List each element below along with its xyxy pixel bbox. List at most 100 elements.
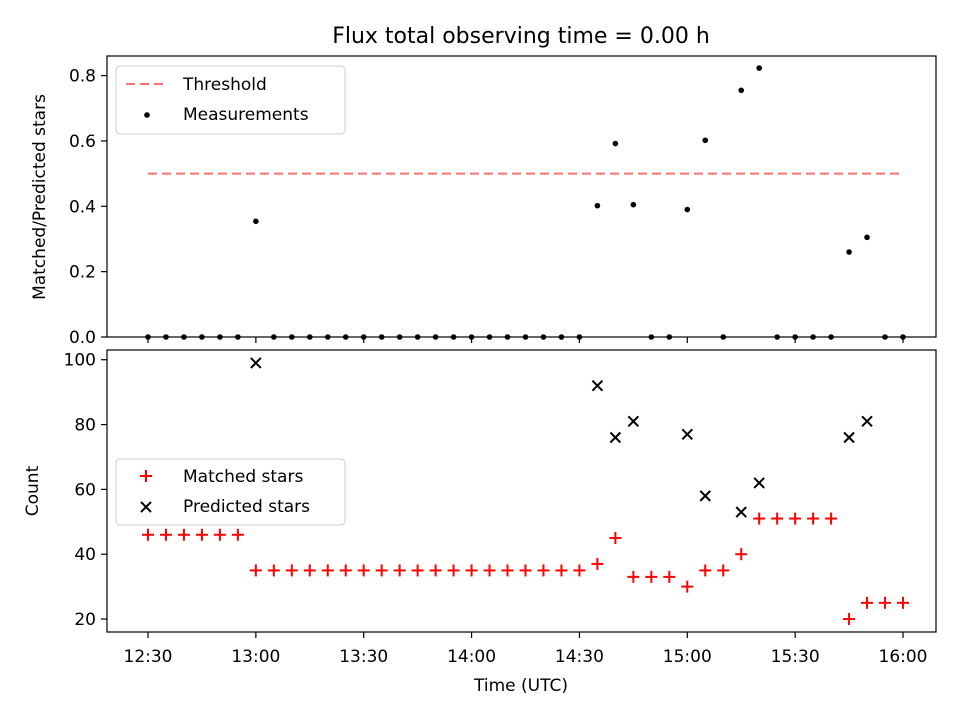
matched-stars-point	[843, 613, 856, 626]
matched-stars-point	[591, 557, 604, 570]
count-y-tick-label: 80	[74, 416, 96, 436]
matched-stars-point	[177, 528, 190, 541]
ratio-axes-frame	[106, 55, 937, 338]
matched-stars-point	[375, 564, 388, 577]
chart-title: Flux total observing time = 0.00 h	[332, 24, 710, 49]
predicted-stars-point	[250, 357, 262, 369]
matched-stars-point	[285, 564, 298, 577]
count-axes-frame	[106, 349, 937, 633]
matched-stars-point	[142, 528, 154, 541]
matched-stars-point	[555, 564, 568, 577]
matched-stars-point	[213, 528, 226, 541]
predicted-stars-point	[699, 490, 711, 502]
measurement-point	[253, 218, 259, 225]
legend-threshold-label: Threshold	[182, 75, 267, 95]
matched-stars-point	[735, 548, 748, 561]
legend-matched-label: Matched stars	[183, 467, 303, 487]
predicted-stars-point	[753, 477, 765, 489]
ratio-legend: Threshold Measurements	[115, 65, 346, 135]
predicted-stars-point	[681, 428, 693, 440]
count-legend: Matched stars Predicted stars	[115, 458, 346, 526]
ratio-y-axis-label: Matched/Predicted stars	[30, 94, 50, 300]
matched-stars-point	[771, 512, 784, 525]
count-y-tick-label: 60	[74, 480, 96, 500]
x-axis-label: Time (UTC)	[473, 676, 568, 696]
count-x-tick-label: 14:30	[555, 647, 604, 667]
measurement-point	[756, 65, 762, 71]
matched-stars-point	[789, 512, 802, 525]
legend-predicted-swatch	[140, 501, 152, 513]
matched-stars-point	[717, 564, 730, 577]
matched-stars-point	[861, 596, 874, 609]
count-x-tick-label: 13:00	[231, 647, 280, 667]
matched-stars-point	[321, 564, 334, 577]
matched-stars-point	[249, 564, 262, 577]
ratio-y-tick-label: 0.0	[69, 328, 96, 348]
matched-stars-point	[699, 564, 712, 577]
ratio-x-ticks	[147, 337, 904, 343]
matched-stars-point	[339, 564, 352, 577]
count-x-tick-label: 14:00	[447, 647, 496, 667]
matched-stars-point	[267, 564, 280, 577]
count-y-tick-label: 20	[74, 610, 96, 630]
count-x-tick-label: 12:30	[124, 647, 173, 667]
count-markers	[142, 357, 909, 626]
matched-stars-point	[573, 564, 586, 577]
matched-stars-point	[357, 564, 370, 577]
measurement-point	[612, 140, 619, 147]
measurement-point	[864, 234, 870, 241]
count-panel: 20 40 60 80 100 12:30 13:00 13:30 14:00 14:30 15:…	[23, 349, 937, 696]
legend-measurements-swatch	[144, 112, 150, 118]
matched-stars-point	[393, 564, 406, 577]
predicted-stars-point	[609, 431, 622, 444]
matched-stars-point	[807, 512, 820, 525]
ratio-y-ticks: 0.0 0.2 0.4 0.6 0.8	[69, 67, 107, 348]
count-y-tick-label: 40	[74, 545, 96, 565]
matched-stars-point	[411, 564, 424, 577]
matched-stars-point	[663, 570, 676, 583]
ratio-y-tick-label: 0.6	[69, 132, 96, 152]
count-y-axis-label: Count	[23, 465, 43, 516]
matched-stars-point	[537, 564, 550, 577]
count-x-tick-label: 16:00	[879, 647, 928, 667]
legend-measurements-label: Measurements	[183, 105, 309, 125]
ratio-y-tick-label: 0.2	[69, 263, 96, 283]
legend-matched-swatch	[140, 470, 152, 482]
matched-stars-point	[231, 528, 244, 541]
ratio-y-tick-label: 0.8	[69, 67, 96, 87]
matched-stars-point	[429, 564, 442, 577]
matched-stars-point	[609, 532, 622, 544]
matched-stars-point	[681, 580, 694, 593]
matched-stars-point	[303, 564, 316, 577]
legend-predicted-label: Predicted stars	[183, 497, 310, 517]
measurement-point	[684, 206, 691, 213]
matched-stars-point	[897, 596, 909, 609]
ratio-legend-box	[115, 65, 346, 135]
matched-stars-point	[483, 564, 496, 577]
count-y-ticks: 20 40 60 80 100	[64, 351, 107, 630]
matched-stars-point	[447, 564, 460, 577]
measurement-point	[594, 202, 601, 209]
predicted-stars-point	[735, 506, 747, 518]
matched-stars-point	[627, 570, 640, 583]
matched-stars-point	[645, 570, 658, 583]
predicted-stars-point	[843, 431, 855, 444]
matched-stars-point	[519, 564, 532, 577]
matched-stars-point	[825, 512, 838, 525]
measurement-point	[630, 201, 637, 208]
matched-stars-point	[465, 564, 478, 577]
count-x-tick-label: 15:30	[771, 647, 820, 667]
predicted-stars-point	[861, 415, 873, 428]
matched-stars-point	[159, 528, 172, 541]
ratio-y-tick-label: 0.4	[69, 197, 96, 217]
matched-stars-point	[879, 596, 892, 609]
ratio-panel: 0.00.20.40.60.8 Matched/Predicted stars …	[30, 55, 937, 348]
measurement-point	[702, 137, 709, 144]
predicted-stars-point	[627, 415, 640, 428]
count-x-tick-label: 13:30	[339, 647, 388, 667]
matched-stars-point	[195, 528, 208, 541]
predicted-stars-point	[591, 379, 604, 392]
count-x-tick-label: 15:00	[663, 647, 712, 667]
matched-stars-point	[753, 512, 766, 525]
